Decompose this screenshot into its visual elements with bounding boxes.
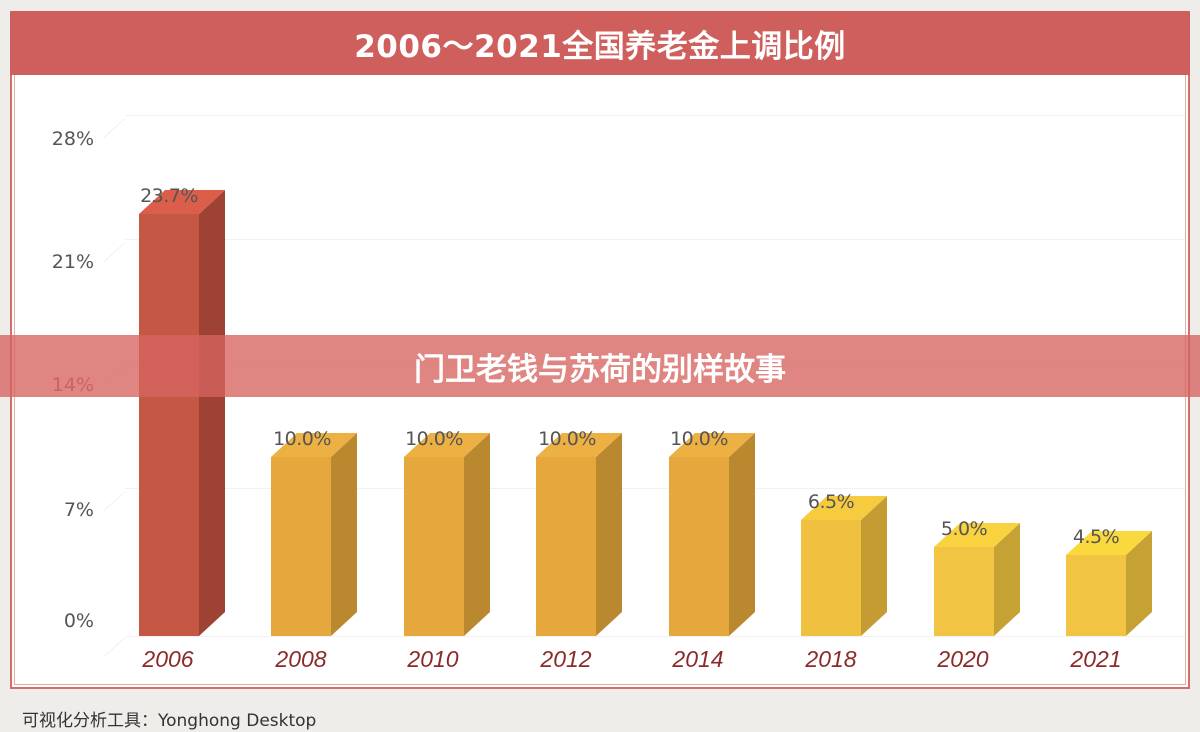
value-label-2014: 10.0% — [670, 428, 728, 450]
x-label-2021: 2021 — [1070, 646, 1122, 672]
value-label-2006: 23.7% — [140, 185, 198, 207]
gridline-7 — [125, 488, 1185, 489]
bar-2020[interactable] — [934, 523, 1020, 636]
bar-2012[interactable] — [536, 433, 622, 636]
x-label-2008: 2008 — [275, 646, 327, 672]
overlay-banner: 门卫老钱与苏荷的别样故事 — [0, 335, 1200, 397]
overlay-banner-text: 门卫老钱与苏荷的别样故事 — [414, 351, 786, 388]
bar-2018[interactable] — [801, 496, 887, 636]
x-label-2012: 2012 — [540, 646, 592, 672]
bar-2006[interactable] — [139, 190, 225, 636]
gridline-28 — [125, 115, 1185, 116]
chart-title-band: 2006～2021全国养老金上调比例 — [10, 11, 1190, 75]
value-label-2008: 10.0% — [273, 428, 331, 450]
bar-2008[interactable] — [271, 433, 357, 636]
bar-2010[interactable] — [404, 433, 490, 636]
chart-title: 2006～2021全国养老金上调比例 — [354, 28, 846, 65]
x-label-2010: 2010 — [407, 646, 459, 672]
x-label-2020: 2020 — [937, 646, 989, 672]
y-tick-7: 7% — [63, 499, 94, 521]
y-tick-0: 0% — [63, 610, 94, 632]
bar-2014[interactable] — [669, 433, 755, 636]
bar-2021[interactable] — [1066, 531, 1152, 636]
x-label-2014: 2014 — [672, 646, 724, 672]
gridline-0 — [125, 636, 1185, 637]
y-tick-28: 28% — [51, 128, 94, 150]
gridline-21 — [125, 239, 1185, 240]
value-label-2018: 6.5% — [807, 491, 855, 513]
value-label-2021: 4.5% — [1072, 526, 1120, 548]
x-label-2006: 2006 — [142, 646, 194, 672]
footer-credit: 可视化分析工具：Yonghong Desktop — [22, 711, 317, 731]
value-label-2012: 10.0% — [538, 428, 596, 450]
x-label-2018: 2018 — [805, 646, 857, 672]
y-tick-21: 21% — [51, 251, 94, 273]
value-label-2010: 10.0% — [405, 428, 463, 450]
value-label-2020: 5.0% — [940, 518, 988, 540]
